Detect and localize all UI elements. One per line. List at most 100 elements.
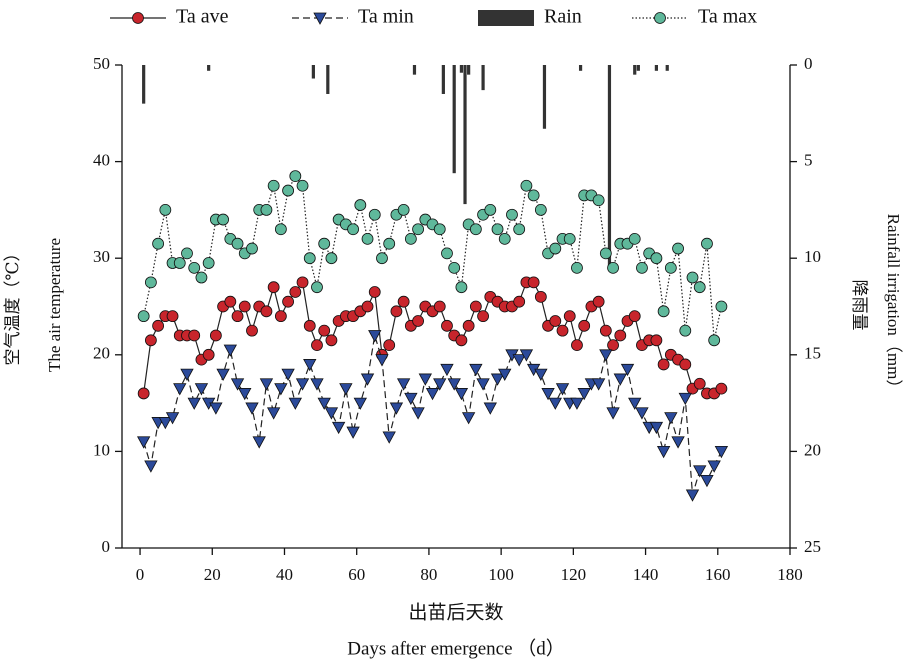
marker (715, 300, 728, 313)
marker (628, 397, 642, 410)
y2-axis-label: 降雨量 (850, 280, 869, 331)
marker (311, 281, 323, 294)
marker (188, 329, 201, 342)
marker (700, 474, 714, 488)
marker (591, 378, 606, 391)
marker (368, 208, 381, 221)
marker (132, 12, 144, 24)
marker (469, 300, 482, 313)
y-tick-label: 40 (93, 151, 110, 170)
marker (246, 242, 258, 255)
marker (303, 319, 316, 332)
marker (461, 412, 476, 425)
y-tick-label: 10 (93, 440, 110, 459)
marker (209, 402, 223, 415)
marker (180, 368, 194, 381)
marker (649, 421, 664, 435)
marker (578, 319, 591, 332)
marker (433, 300, 446, 313)
x-tick-label: 60 (348, 565, 365, 584)
rain-bar (463, 65, 467, 205)
rain-bar (481, 65, 485, 91)
marker (310, 378, 324, 391)
series-line (143, 335, 722, 496)
marker (361, 232, 374, 245)
marker (390, 305, 403, 318)
marker (577, 388, 591, 401)
marker (513, 223, 526, 236)
series (137, 170, 728, 347)
marker (701, 237, 713, 250)
marker (318, 324, 331, 337)
marker (144, 334, 157, 347)
marker (628, 310, 641, 323)
marker (296, 276, 309, 289)
x-tick-label: 160 (705, 565, 731, 584)
y-tick-label: 0 (102, 537, 111, 556)
x-tick-label: 120 (561, 565, 587, 584)
marker (181, 247, 193, 260)
y-tick-label: 50 (93, 54, 110, 73)
marker (628, 232, 641, 245)
marker (382, 431, 396, 444)
x-tick-label: 80 (420, 565, 437, 584)
marker (397, 203, 410, 216)
marker (592, 194, 605, 207)
marker (158, 417, 173, 430)
rain-bar (633, 65, 637, 75)
marker (563, 232, 576, 245)
y2-tick-label: 15 (804, 344, 821, 363)
legend-swatch (478, 10, 534, 26)
marker (469, 223, 482, 236)
marker (303, 252, 316, 265)
marker (656, 446, 671, 459)
marker (411, 407, 425, 420)
marker (714, 446, 729, 459)
marker (137, 387, 150, 400)
marker (353, 397, 367, 410)
rain-bar (142, 65, 146, 104)
marker (607, 339, 619, 352)
marker (216, 368, 230, 381)
x-tick-label: 180 (777, 565, 803, 584)
marker (654, 12, 666, 24)
marker (455, 334, 468, 347)
marker (360, 373, 375, 386)
marker (238, 388, 252, 401)
marker (441, 319, 453, 332)
marker (296, 179, 309, 192)
marker (556, 324, 569, 337)
marker (672, 242, 684, 255)
marker (433, 223, 446, 236)
marker (165, 412, 180, 425)
marker (686, 271, 699, 284)
marker (282, 184, 294, 197)
marker (664, 412, 678, 425)
marker (679, 358, 692, 371)
marker (447, 378, 461, 391)
marker (693, 465, 707, 478)
marker (607, 261, 619, 274)
marker (224, 295, 237, 308)
x-axis-label: Days after emergence （d） (347, 637, 565, 659)
y2-tick-label: 25 (804, 537, 821, 556)
marker (354, 199, 367, 211)
marker (512, 354, 526, 367)
marker (477, 310, 489, 323)
marker (281, 368, 295, 381)
y-tick-label: 20 (93, 344, 110, 363)
marker (202, 257, 215, 269)
marker (144, 460, 158, 473)
marker (412, 315, 424, 327)
x-axis-label: 出苗后天数 (408, 601, 503, 623)
x-tick-label: 0 (136, 565, 145, 584)
marker (491, 223, 504, 236)
marker (260, 305, 273, 318)
marker (448, 261, 461, 274)
marker (483, 402, 497, 415)
rain-bar (452, 65, 456, 174)
marker (707, 460, 721, 473)
marker (331, 421, 346, 435)
marker (425, 388, 440, 401)
